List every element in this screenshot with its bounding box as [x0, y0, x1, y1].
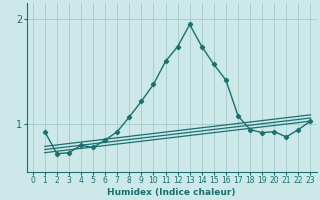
X-axis label: Humidex (Indice chaleur): Humidex (Indice chaleur) — [107, 188, 236, 197]
